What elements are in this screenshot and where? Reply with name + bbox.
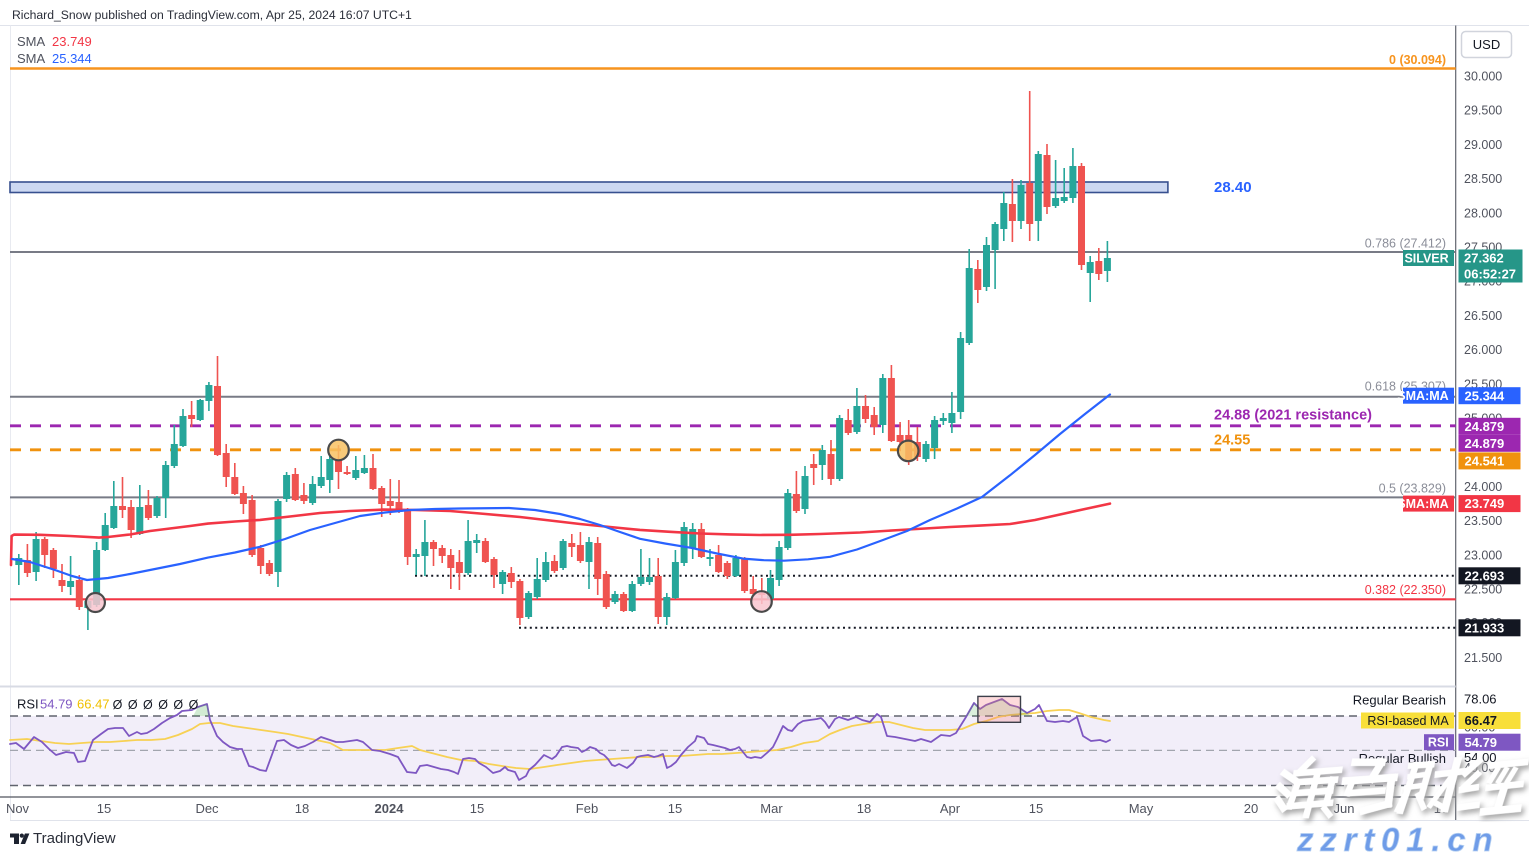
- svg-text:SMA:MA: SMA:MA: [1397, 389, 1448, 403]
- svg-text:RSI: RSI: [1428, 736, 1449, 750]
- svg-text:18: 18: [295, 801, 309, 816]
- svg-text:29.000: 29.000: [1464, 138, 1502, 152]
- svg-text:Dec: Dec: [195, 801, 219, 816]
- svg-text:Jun: Jun: [1334, 801, 1355, 816]
- svg-text:SMA:MA: SMA:MA: [1397, 497, 1448, 511]
- svg-text:USD: USD: [1473, 37, 1500, 52]
- svg-text:30.000: 30.000: [1464, 70, 1502, 84]
- svg-text:0.382 (22.350): 0.382 (22.350): [1365, 583, 1446, 597]
- svg-text:0.5 (23.829): 0.5 (23.829): [1379, 482, 1446, 496]
- svg-text:28.500: 28.500: [1464, 172, 1502, 186]
- svg-text:15: 15: [470, 801, 484, 816]
- svg-text:Ø: Ø: [128, 698, 138, 712]
- svg-text:SMA: SMA: [17, 34, 46, 49]
- svg-text:26.000: 26.000: [1464, 343, 1502, 357]
- svg-text:Nov: Nov: [6, 801, 30, 816]
- svg-text:Apr: Apr: [940, 801, 961, 816]
- svg-text:Ø: Ø: [113, 698, 123, 712]
- svg-text:0.786 (27.412): 0.786 (27.412): [1365, 237, 1446, 251]
- svg-text:zzrt01.cn: zzrt01.cn: [1296, 821, 1499, 857]
- svg-text:15: 15: [1029, 801, 1043, 816]
- svg-text:RSI: RSI: [17, 697, 39, 712]
- svg-text:Ø: Ø: [173, 698, 183, 712]
- svg-text:Ø: Ø: [143, 698, 153, 712]
- svg-text:20: 20: [1244, 801, 1258, 816]
- svg-text:May: May: [1129, 801, 1154, 816]
- svg-text:06:52:27: 06:52:27: [1464, 267, 1516, 282]
- svg-text:26.500: 26.500: [1464, 309, 1502, 323]
- svg-text:Feb: Feb: [576, 801, 598, 816]
- svg-text:TradingView: TradingView: [33, 830, 116, 847]
- svg-text:24.879: 24.879: [1465, 419, 1505, 434]
- svg-text:Richard_Snow published on Trad: Richard_Snow published on TradingView.co…: [12, 8, 412, 22]
- svg-text:RSI-based MA: RSI-based MA: [1367, 714, 1449, 728]
- svg-text:Ø: Ø: [158, 698, 168, 712]
- svg-text:SILVER: SILVER: [1404, 251, 1448, 265]
- svg-text:15: 15: [97, 801, 111, 816]
- svg-text:22.500: 22.500: [1464, 583, 1502, 597]
- svg-text:21.500: 21.500: [1464, 651, 1502, 665]
- svg-text:24.879: 24.879: [1465, 436, 1505, 451]
- svg-text:18: 18: [857, 801, 871, 816]
- svg-text:28.000: 28.000: [1464, 206, 1502, 220]
- svg-text:2024: 2024: [375, 801, 405, 816]
- svg-text:23.000: 23.000: [1464, 548, 1502, 562]
- svg-text:25.344: 25.344: [1465, 388, 1506, 403]
- svg-text:66.47: 66.47: [77, 697, 110, 712]
- svg-text:54.79: 54.79: [40, 697, 73, 712]
- svg-text:23.749: 23.749: [1465, 496, 1505, 511]
- svg-text:27.362: 27.362: [1464, 251, 1504, 266]
- svg-text:0 (30.094): 0 (30.094): [1389, 53, 1446, 67]
- svg-text:24.541: 24.541: [1465, 454, 1505, 469]
- svg-text:22.693: 22.693: [1465, 568, 1505, 583]
- svg-text:54.79: 54.79: [1465, 735, 1498, 750]
- svg-text:24.55: 24.55: [1214, 433, 1250, 449]
- svg-text:28.40: 28.40: [1214, 179, 1252, 196]
- svg-text:SMA: SMA: [17, 51, 46, 66]
- svg-text:25.344: 25.344: [52, 51, 92, 66]
- svg-text:23.749: 23.749: [52, 34, 92, 49]
- svg-text:Ø: Ø: [189, 698, 199, 712]
- svg-text:24.000: 24.000: [1464, 480, 1502, 494]
- svg-text:23.500: 23.500: [1464, 514, 1502, 528]
- svg-text:78.06: 78.06: [1464, 692, 1497, 707]
- svg-text:24.88 (2021 resistance): 24.88 (2021 resistance): [1214, 408, 1372, 424]
- svg-text:Regular Bearish: Regular Bearish: [1353, 693, 1446, 708]
- svg-text:66.47: 66.47: [1465, 713, 1498, 728]
- svg-text:29.500: 29.500: [1464, 104, 1502, 118]
- svg-text:21.933: 21.933: [1465, 620, 1505, 635]
- svg-text:15: 15: [668, 801, 682, 816]
- svg-text:Mar: Mar: [760, 801, 783, 816]
